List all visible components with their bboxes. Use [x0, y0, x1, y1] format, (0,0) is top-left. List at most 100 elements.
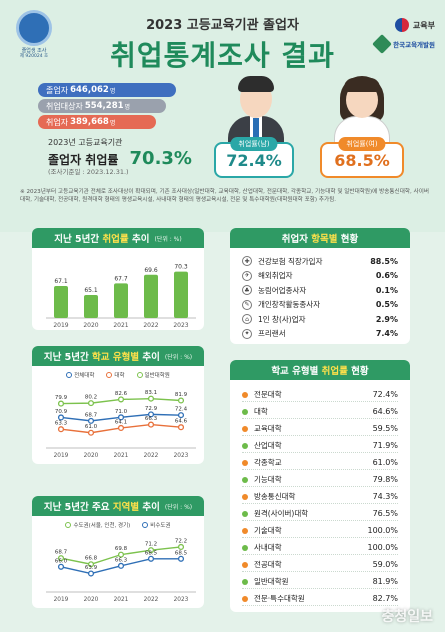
point-1-2019 — [57, 414, 65, 421]
school-type-label: 각종학교 — [254, 458, 282, 467]
yearly-rate-bar-chart: 67.1 2019 65.1 2020 67.7 2021 69.6 2022 70.3 2023 — [46, 264, 196, 329]
point-0-2022 — [147, 547, 155, 554]
newspaper-watermark: 충청일보 — [381, 609, 433, 625]
school-type-label: 전문대학 — [254, 390, 282, 399]
item-row: ✈ 해외취업자 0.6% — [242, 269, 398, 283]
school-type-row: 사내대학 100.0% — [242, 541, 398, 555]
point-label-2-2022: 66.3 — [145, 416, 158, 422]
target-value: 554,281 — [84, 101, 124, 111]
kedi-logo-text: 한국교육개발원 — [393, 41, 435, 49]
school-type-label: 산업대학 — [254, 441, 282, 450]
page-title: 취업통계조사 결과 — [110, 39, 335, 72]
kedi-logo: 한국교육개발원 — [343, 34, 435, 54]
legend-item-grad: 일반대학원 — [136, 371, 170, 379]
bullet-icon — [242, 544, 248, 551]
point-0-2021 — [117, 396, 125, 403]
item-label: 1인 창(사)업자 — [258, 314, 306, 324]
point-2-2021 — [117, 424, 125, 432]
bullet-icon — [242, 527, 248, 534]
survey-footnote: ※ 2023년부터 고등교육기관 전체로 조사대상이 확대되며, 기존 조사대상… — [20, 189, 429, 203]
school-type-row: 대학 64.6% — [242, 405, 398, 419]
x-tick-2023: 2023 — [173, 322, 188, 329]
card-title: 지난 5년간 주요 지역별 추이 — [43, 502, 160, 513]
bullet-icon — [242, 391, 248, 398]
point-label-0-2023: 72.2 — [175, 538, 187, 544]
point-label-0-2019: 79.9 — [55, 395, 68, 401]
point-label-1-2023: 68.5 — [175, 550, 188, 556]
seal-line1: 졸업생 조사 — [21, 48, 47, 54]
point-label-0-2021: 82.6 — [115, 391, 128, 397]
bar-2020 — [84, 295, 98, 318]
employed-label: 취업자 — [46, 117, 69, 127]
bar-label-2022: 69.6 — [144, 267, 158, 274]
point-1-2020 — [87, 570, 95, 577]
bullet-icon — [242, 578, 248, 585]
school-type-row: 방송통신대학 74.3% — [242, 490, 398, 504]
school-type-line-chart: 79.9 80.2 82.6 83.1 81.9 70.9 68.7 71.0 72.9 72.4… — [46, 390, 196, 459]
female-rate-label: 취업률(여) — [338, 137, 386, 151]
point-label-2-2020: 61.0 — [85, 424, 98, 430]
x-tick-2023: 2023 — [174, 453, 189, 459]
card-title: 취업자 항목별 현황 — [281, 234, 359, 245]
school-type-label: 교육대학 — [254, 424, 282, 433]
point-0-2019 — [57, 400, 65, 407]
school-type-value: 100.0% — [367, 526, 398, 535]
school-type-row: 산업대학 71.9% — [242, 439, 398, 453]
point-label-1-2021: 71.0 — [115, 409, 128, 415]
items-header: 취업자 항목별 현황 — [230, 228, 410, 248]
school-type-row: 전문대학 72.4% — [242, 388, 398, 402]
point-0-2022 — [147, 395, 155, 402]
item-label: 건강보험 직장가입자 — [258, 256, 323, 266]
school-type-value: 100.0% — [367, 543, 398, 552]
point-0-2023 — [177, 543, 185, 551]
male-hair — [238, 76, 274, 92]
card-title: 지난 5년간 취업률 추이 — [54, 234, 150, 245]
item-value: 0.5% — [375, 300, 398, 309]
x-tick-2021: 2021 — [113, 322, 128, 329]
point-1-2020 — [87, 417, 95, 424]
rate-caption: 2023년 고등교육기관 — [48, 138, 123, 147]
point-2-2020 — [87, 429, 95, 436]
item-label: 프리랜서 — [258, 329, 286, 338]
school-type-value: 61.0% — [372, 458, 398, 467]
x-tick-2019: 2019 — [54, 597, 69, 603]
school-type-value: 72.4% — [372, 390, 398, 399]
bullet-icon — [242, 459, 248, 466]
item-category-icon: ✈ — [242, 270, 252, 281]
legend-item-capital: 수도권(서울, 인천, 경기) — [65, 521, 130, 529]
point-label-1-2020: 63.9 — [85, 565, 98, 571]
female-rate-value: 68.5% — [334, 150, 390, 170]
school-type-value: 74.3% — [372, 492, 398, 501]
school-type-rate-header: 학교 유형별 취업률 현황 — [230, 360, 410, 380]
yearly-rate-card: 지난 5년간 취업률 추이 (단위 : %) 67.1 2019 65.1 2020 6… — [32, 228, 204, 330]
item-row: ✦ 프리랜서 7.4% — [242, 327, 398, 341]
x-tick-2022: 2022 — [144, 597, 159, 603]
bar-2019 — [54, 286, 68, 318]
female-rate-badge: 취업률(여) 68.5% — [320, 137, 404, 178]
item-value: 2.9% — [375, 314, 398, 324]
card-unit: (단위 : %) — [164, 503, 193, 511]
point-0-2023 — [177, 397, 185, 404]
card-unit: (단위 : %) — [154, 235, 182, 243]
employed-pill: 취업자 389,668 명 — [38, 115, 156, 129]
point-label-1-2019: 70.9 — [55, 409, 68, 415]
school-type-label: 대학 — [254, 407, 268, 416]
school-type-row: 일반대학원 81.9% — [242, 575, 398, 589]
school-type-rate-card: 학교 유형별 취업률 현황 전문대학 72.4% 대학 64.6% 교육대학 59.5% 산… — [230, 360, 410, 612]
school-type-row: 전공대학 59.0% — [242, 558, 398, 572]
bar-label-2021: 67.7 — [114, 275, 128, 282]
regional-legend: 수도권(서울, 인천, 경기) 비수도권 — [32, 521, 204, 529]
point-label-1-2021: 66.3 — [115, 557, 128, 563]
item-label: 농림어업종사자 — [258, 285, 307, 295]
item-value: 7.4% — [375, 329, 398, 338]
x-tick-2023: 2023 — [174, 597, 189, 603]
male-rate-label: 취업률(남) — [230, 137, 278, 151]
school-type-row: 교육대학 59.5% — [242, 422, 398, 436]
point-label-1-2022: 68.5 — [145, 550, 158, 556]
point-1-2021 — [117, 562, 125, 569]
school-type-label: 전공대학 — [254, 560, 282, 569]
school-type-value: 79.8% — [372, 475, 398, 484]
item-row: ✚ 건강보험 직장가입자 88.5% — [242, 254, 398, 268]
school-type-value: 76.5% — [372, 509, 398, 518]
school-type-label: 전문·특수대학원 — [254, 594, 305, 603]
